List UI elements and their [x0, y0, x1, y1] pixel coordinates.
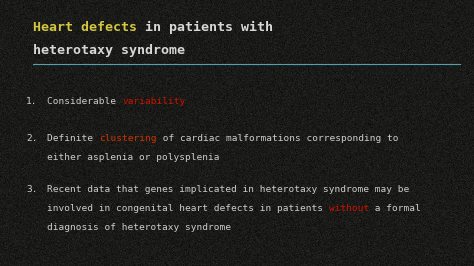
Text: 2.: 2.: [26, 134, 37, 143]
Text: Considerable: Considerable: [47, 97, 122, 106]
Text: involved in congenital heart defects in patients: involved in congenital heart defects in …: [47, 204, 329, 213]
Text: Definite: Definite: [47, 134, 99, 143]
Text: without: without: [329, 204, 369, 213]
Text: clustering: clustering: [99, 134, 156, 143]
Text: 1.: 1.: [26, 97, 37, 106]
Text: of cardiac malformations corresponding to: of cardiac malformations corresponding t…: [156, 134, 398, 143]
Text: variability: variability: [122, 97, 185, 106]
Text: either asplenia or polysplenia: either asplenia or polysplenia: [47, 153, 220, 163]
Text: 3.: 3.: [26, 185, 37, 194]
Text: heterotaxy syndrome: heterotaxy syndrome: [33, 44, 185, 57]
Text: diagnosis of heterotaxy syndrome: diagnosis of heterotaxy syndrome: [47, 223, 231, 232]
Text: in patients with: in patients with: [137, 21, 273, 35]
Text: a formal: a formal: [369, 204, 421, 213]
Text: Recent data that genes implicated in heterotaxy syndrome may be: Recent data that genes implicated in het…: [47, 185, 410, 194]
Text: Heart defects: Heart defects: [33, 22, 137, 34]
